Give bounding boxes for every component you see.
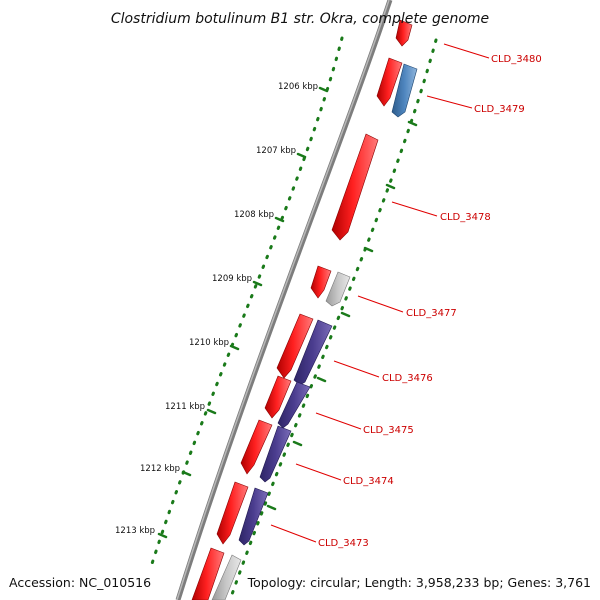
reverse-gene-features: [211, 63, 418, 600]
genome-backbone-highlight: [176, 0, 390, 600]
leader-line: [270, 524, 317, 543]
gene-label-cld-3480[interactable]: CLD_3480: [491, 54, 542, 65]
inner-dotted-track: [228, 38, 438, 600]
ruler-label: 1212 kbp: [140, 464, 180, 474]
gene-feature-cld-3473[interactable]: [216, 481, 249, 545]
gene-label-cld-3478[interactable]: CLD_3478: [440, 212, 491, 223]
ruler-tick: [229, 344, 240, 351]
gene-feature-cld-3479[interactable]: [376, 57, 403, 107]
gene-feature-cld-3474[interactable]: [240, 419, 273, 475]
gene-feature-cld-3479-reverse[interactable]: [391, 63, 418, 118]
gene-label-cld-3473[interactable]: CLD_3473: [318, 538, 369, 549]
ruler-tick: [292, 440, 303, 447]
map-title: Clostridium botulinum B1 str. Okra, comp…: [111, 11, 489, 27]
ruler-tick: [181, 470, 192, 477]
ruler-tick: [206, 408, 217, 415]
ruler-tick: [316, 376, 327, 383]
ruler-label: 1206 kbp: [278, 82, 318, 92]
ruler-tick: [363, 246, 374, 253]
ruler-tick: [385, 183, 396, 190]
ruler-tick: [407, 120, 418, 127]
gene-feature-cld-3472-reverse[interactable]: [211, 554, 242, 600]
gene-feature-cld-3477-reverse[interactable]: [325, 271, 351, 307]
gene-label-cld-3475[interactable]: CLD_3475: [363, 425, 414, 436]
leader-line: [391, 201, 438, 217]
inner-ruler-ticks: [266, 120, 418, 511]
gene-features: [191, 19, 413, 600]
ruler-label: 1207 kbp: [256, 146, 296, 156]
leader-line: [357, 295, 404, 313]
accession-text: Accession: NC_010516: [9, 575, 151, 590]
gene-feature-cld-3476[interactable]: [276, 313, 314, 379]
ruler-label: 1209 kbp: [212, 274, 252, 284]
gene-feature-cld-3475[interactable]: [264, 375, 292, 419]
ruler-label: 1208 kbp: [234, 210, 274, 220]
leader-line: [443, 43, 490, 59]
leader-line: [315, 412, 362, 430]
ruler-label: 1211 kbp: [165, 402, 205, 412]
gene-feature-cld-3475-reverse[interactable]: [277, 381, 311, 429]
topology-text: Topology: circular; Length: 3,958,233 bp…: [247, 575, 591, 590]
gene-feature-cld-3477[interactable]: [310, 265, 332, 299]
ruler-tick: [340, 311, 351, 318]
gene-label-cld-3476[interactable]: CLD_3476: [382, 373, 433, 384]
ruler-tick: [157, 532, 168, 539]
leader-line: [295, 463, 342, 481]
ruler-tick: [296, 152, 307, 159]
gene-feature-cld-3478[interactable]: [331, 133, 379, 241]
genome-backbone: [175, 0, 393, 600]
ruler-tick: [318, 86, 329, 93]
ruler-tick: [274, 216, 285, 223]
label-leader-lines: [270, 43, 490, 543]
gene-label-cld-3479[interactable]: CLD_3479: [474, 104, 525, 115]
gene-feature-cld-3476-reverse[interactable]: [293, 319, 333, 386]
ruler-tick: [252, 280, 263, 287]
ruler-tick: [266, 504, 277, 511]
gene-feature-cld-3472[interactable]: [191, 547, 225, 600]
gene-feature-cld-3474-reverse[interactable]: [259, 425, 292, 483]
ruler-label: 1210 kbp: [189, 338, 229, 348]
leader-line: [333, 360, 380, 378]
ruler-label: 1213 kbp: [115, 526, 155, 536]
outer-dotted-track: [148, 36, 344, 572]
ruler-ticks: [157, 86, 329, 539]
gene-label-cld-3477[interactable]: CLD_3477: [406, 308, 457, 319]
gene-feature-cld-3480[interactable]: [395, 19, 413, 47]
gene-label-cld-3474[interactable]: CLD_3474: [343, 476, 394, 487]
leader-line: [426, 95, 473, 109]
gene-feature-cld-3473-reverse[interactable]: [238, 487, 269, 546]
